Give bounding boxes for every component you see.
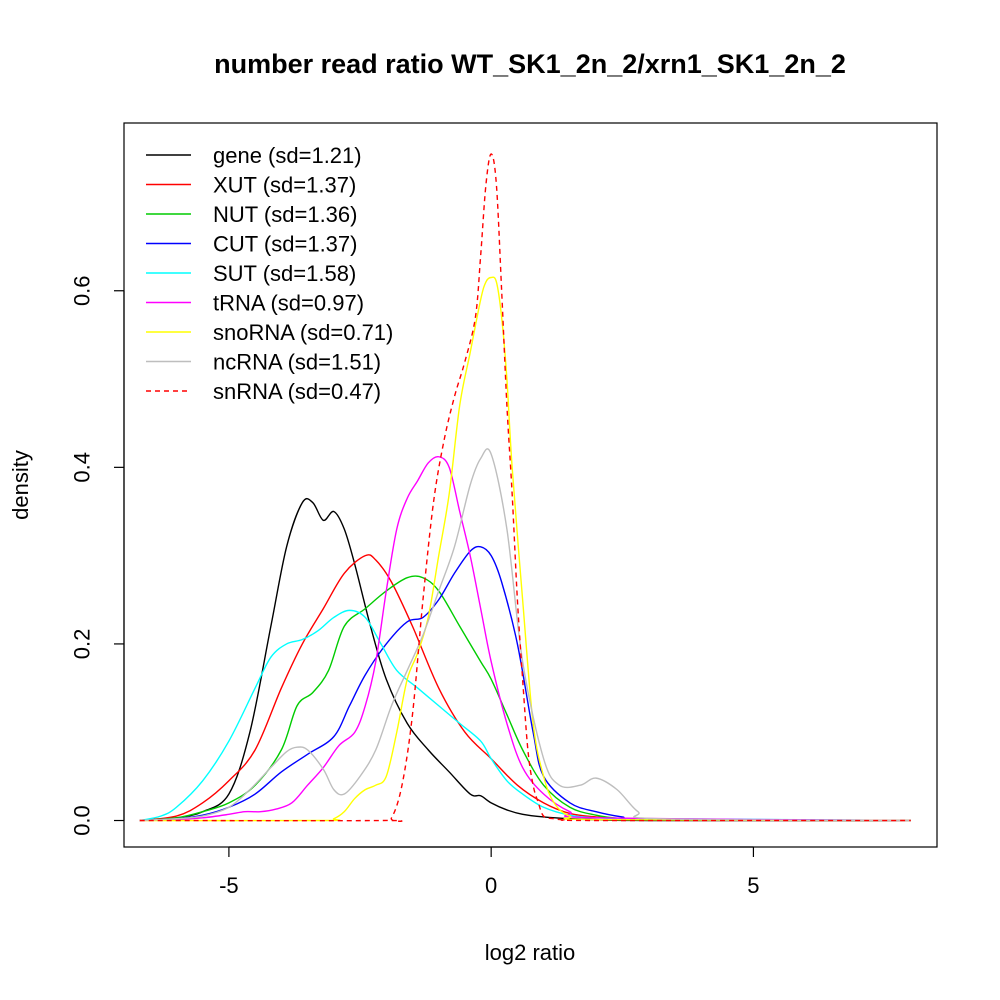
x-axis-label: log2 ratio bbox=[485, 940, 576, 965]
x-tick-label: 0 bbox=[485, 873, 497, 898]
x-tick-label: -5 bbox=[219, 873, 239, 898]
legend-label: NUT (sd=1.36) bbox=[213, 202, 357, 227]
legend-label: CUT (sd=1.37) bbox=[213, 232, 357, 257]
series-line-5 bbox=[139, 455, 911, 822]
chart-title: number read ratio WT_SK1_2n_2/xrn1_SK1_2… bbox=[214, 49, 846, 79]
legend-label: tRNA (sd=0.97) bbox=[213, 291, 364, 316]
legend-label: snoRNA (sd=0.71) bbox=[213, 320, 393, 345]
legend-label: SUT (sd=1.58) bbox=[213, 261, 356, 286]
y-tick-label: 0.4 bbox=[70, 452, 95, 483]
legend-label: ncRNA (sd=1.51) bbox=[213, 350, 381, 375]
series-line-8 bbox=[139, 153, 911, 822]
y-tick-label: 0.2 bbox=[70, 629, 95, 660]
legend-label: gene (sd=1.21) bbox=[213, 143, 362, 168]
series-line-3 bbox=[139, 545, 911, 822]
series-line-6 bbox=[139, 276, 911, 822]
series-line-0 bbox=[139, 497, 911, 822]
series-line-7 bbox=[139, 448, 911, 822]
y-tick-label: 0.0 bbox=[70, 805, 95, 836]
y-tick-label: 0.6 bbox=[70, 275, 95, 306]
axes-layer: -5 0 5 0.0 0.2 0.4 0.6 bbox=[70, 275, 760, 898]
series-layer bbox=[139, 153, 911, 822]
legend-label: XUT (sd=1.37) bbox=[213, 173, 356, 198]
x-tick-label: 5 bbox=[747, 873, 759, 898]
legend-label: snRNA (sd=0.47) bbox=[213, 379, 381, 404]
y-axis-label: density bbox=[8, 450, 33, 520]
legend: gene (sd=1.21) XUT (sd=1.37) NUT (sd=1.36)… bbox=[146, 143, 393, 404]
